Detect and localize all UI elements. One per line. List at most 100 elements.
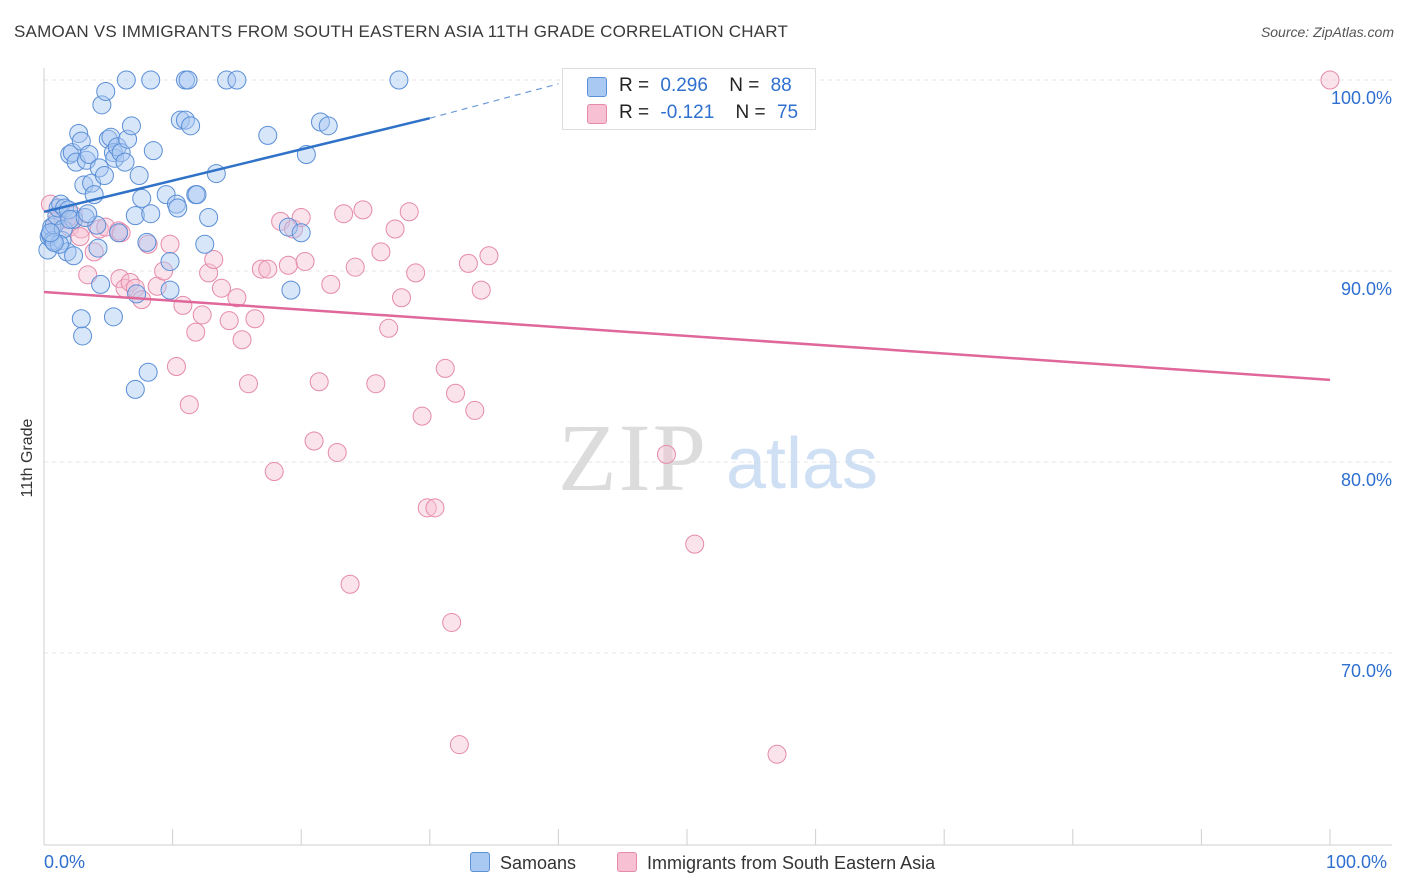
data-point-samoans [64, 246, 84, 266]
data-point-samoans [79, 144, 99, 164]
data-point-samoans [129, 166, 149, 185]
chart-title: SAMOAN VS IMMIGRANTS FROM SOUTH EASTERN … [14, 22, 789, 41]
data-point-immigrants [227, 288, 247, 308]
data-point-immigrants [767, 744, 787, 764]
data-point-immigrants [321, 274, 341, 294]
data-point-samoans [44, 232, 64, 252]
data-point-samoans [178, 70, 198, 90]
data-point-immigrants [186, 322, 206, 342]
source-label: Source: ZipAtlas.com [1260, 24, 1394, 40]
y-tick-label: 70.0% [1341, 661, 1392, 681]
watermark-zip: ZIP [558, 404, 708, 511]
samoans-r-value: 0.296 [660, 75, 708, 96]
trend-lines [43, 83, 1331, 382]
data-point-immigrants [340, 574, 360, 594]
data-point-immigrants [442, 612, 462, 632]
data-point-samoans [156, 185, 176, 205]
data-point-samoans [71, 309, 91, 329]
data-point-samoans [389, 70, 409, 90]
data-point-samoans [170, 110, 190, 130]
data-point-samoans [187, 185, 207, 205]
n-label: N = [735, 102, 766, 123]
data-point-samoans [127, 284, 147, 304]
data-point-immigrants [399, 202, 419, 222]
data-point-samoans [278, 217, 298, 237]
data-point-immigrants [278, 255, 298, 275]
data-point-immigrants [154, 261, 174, 281]
immigrants-swatch [587, 104, 607, 124]
n-label: N = [729, 75, 760, 96]
r-label: R = [619, 102, 650, 123]
data-point-immigrants [1320, 70, 1340, 90]
data-point-immigrants [446, 383, 466, 403]
data-point-samoans [94, 166, 114, 185]
trend-line-samoans [43, 116, 431, 214]
samoans-swatch [587, 77, 607, 97]
data-point-immigrants [78, 265, 98, 285]
data-point-samoans [217, 70, 237, 90]
y-tick-label: 80.0% [1341, 470, 1392, 490]
data-point-samoans [143, 141, 163, 161]
r-label: R = [619, 75, 650, 96]
data-point-samoans [195, 234, 215, 254]
data-point-immigrants [479, 246, 499, 266]
data-point-immigrants [366, 374, 386, 394]
data-point-immigrants [471, 280, 491, 300]
data-point-samoans [96, 81, 116, 101]
data-point-immigrants [179, 395, 199, 415]
stats-legend: R = 0.296 N = 88 R = -0.121 N = 75 [562, 68, 816, 130]
data-point-immigrants [232, 330, 252, 350]
data-point-immigrants [120, 272, 140, 292]
data-point-immigrants [192, 305, 212, 325]
data-point-immigrants [425, 498, 445, 518]
data-point-samoans [137, 232, 157, 252]
legend-item-immigrants: Immigrants from South Eastern Asia [617, 852, 935, 874]
data-point-immigrants [465, 400, 485, 420]
data-point-samoans [91, 274, 111, 294]
data-point-samoans [291, 223, 311, 243]
data-point-immigrants [385, 219, 405, 239]
data-point-samoans [132, 188, 152, 208]
data-point-samoans [115, 152, 135, 172]
data-point-immigrants [345, 257, 365, 277]
data-point-samoans [121, 116, 141, 136]
data-point-immigrants [406, 263, 426, 283]
data-point-immigrants [327, 442, 347, 462]
data-point-immigrants [84, 242, 104, 262]
data-point-samoans [60, 144, 80, 164]
data-point-immigrants [70, 227, 90, 247]
data-point-immigrants [291, 208, 311, 228]
data-point-immigrants [251, 259, 271, 279]
data-point-samoans [168, 198, 188, 218]
data-point-immigrants [166, 357, 186, 376]
data-point-samoans [160, 251, 180, 271]
data-point-samoans [53, 219, 73, 239]
legend-label-samoans: Samoans [500, 853, 577, 873]
data-point-samoans [103, 307, 123, 327]
data-point-immigrants [417, 498, 437, 518]
data-point-immigrants [449, 735, 469, 755]
data-point-samoans [227, 70, 247, 90]
series-immigrants-points [40, 70, 1340, 764]
data-point-immigrants [458, 253, 478, 273]
data-point-samoans [73, 326, 93, 346]
data-point-samoans [199, 208, 219, 228]
legend-label-immigrants: Immigrants from South Eastern Asia [647, 853, 936, 873]
data-point-samoans [141, 70, 161, 90]
data-point-samoans [138, 362, 158, 382]
data-point-samoans [281, 280, 301, 300]
y-tick-labels: 100.0% 90.0% 80.0% 70.0% [1331, 88, 1392, 681]
immigrants-r-value: -0.121 [660, 102, 715, 123]
samoans-n-value: 88 [770, 75, 792, 96]
data-point-samoans [74, 175, 94, 195]
data-point-samoans [318, 116, 338, 136]
data-point-immigrants [245, 309, 265, 329]
data-point-immigrants [392, 288, 412, 308]
data-point-samoans [109, 223, 129, 243]
data-point-samoans [125, 379, 145, 399]
data-point-immigrants [435, 358, 455, 378]
data-point-immigrants [110, 269, 130, 289]
data-point-samoans [116, 70, 136, 90]
watermark: ZIP atlas [558, 404, 878, 511]
